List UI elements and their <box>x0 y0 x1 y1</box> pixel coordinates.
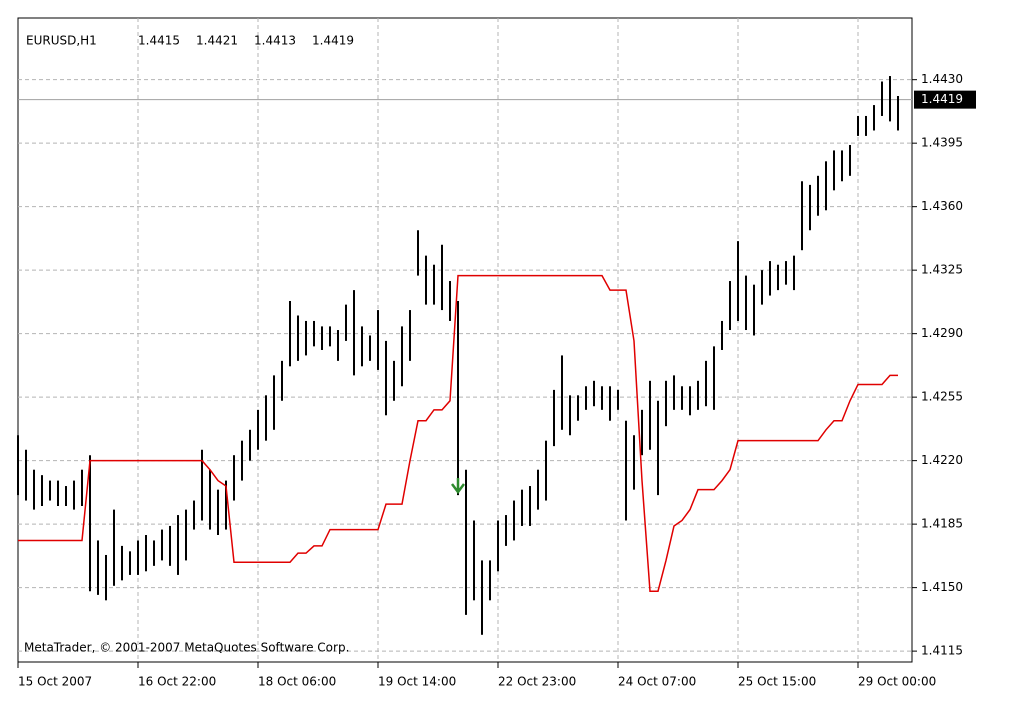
y-tick-label: 1.4395 <box>921 136 963 150</box>
x-tick-label: 25 Oct 15:00 <box>738 675 816 689</box>
y-tick-label: 1.4185 <box>921 517 963 531</box>
symbol: EURUSD,H1 <box>26 34 97 48</box>
x-tick-label: 15 Oct 2007 <box>18 675 92 689</box>
x-tick-label: 22 Oct 23:00 <box>498 675 576 689</box>
x-tick-label: 18 Oct 06:00 <box>258 675 336 689</box>
price-label: 1.4419 <box>921 92 963 106</box>
y-tick-label: 1.4255 <box>921 390 963 404</box>
y-tick-label: 1.4430 <box>921 72 963 86</box>
y-tick-label: 1.4150 <box>921 580 963 594</box>
y-tick-label: 1.4290 <box>921 326 963 340</box>
plot-layer <box>17 18 912 662</box>
x-tick-label: 19 Oct 14:00 <box>378 675 456 689</box>
y-tick-label: 1.4360 <box>921 199 963 213</box>
price-label-bg <box>914 90 976 109</box>
header-value: 1.4419 <box>312 34 354 48</box>
y-tick-label: 1.4220 <box>921 453 963 467</box>
y-tick-label: 1.4115 <box>921 644 963 658</box>
signal-arrow <box>451 478 465 495</box>
header-value: 1.4421 <box>196 34 238 48</box>
x-tick-label: 29 Oct 00:00 <box>858 675 936 689</box>
copyright: MetaTrader, © 2001-2007 MetaQuotes Softw… <box>24 641 349 655</box>
y-tick-label: 1.4325 <box>921 263 963 277</box>
header-value: 1.4413 <box>254 34 296 48</box>
header-value: 1.4415 <box>138 34 180 48</box>
indicator-line <box>18 274 898 593</box>
x-tick-label: 16 Oct 22:00 <box>138 675 216 689</box>
x-tick-label: 24 Oct 07:00 <box>618 675 696 689</box>
